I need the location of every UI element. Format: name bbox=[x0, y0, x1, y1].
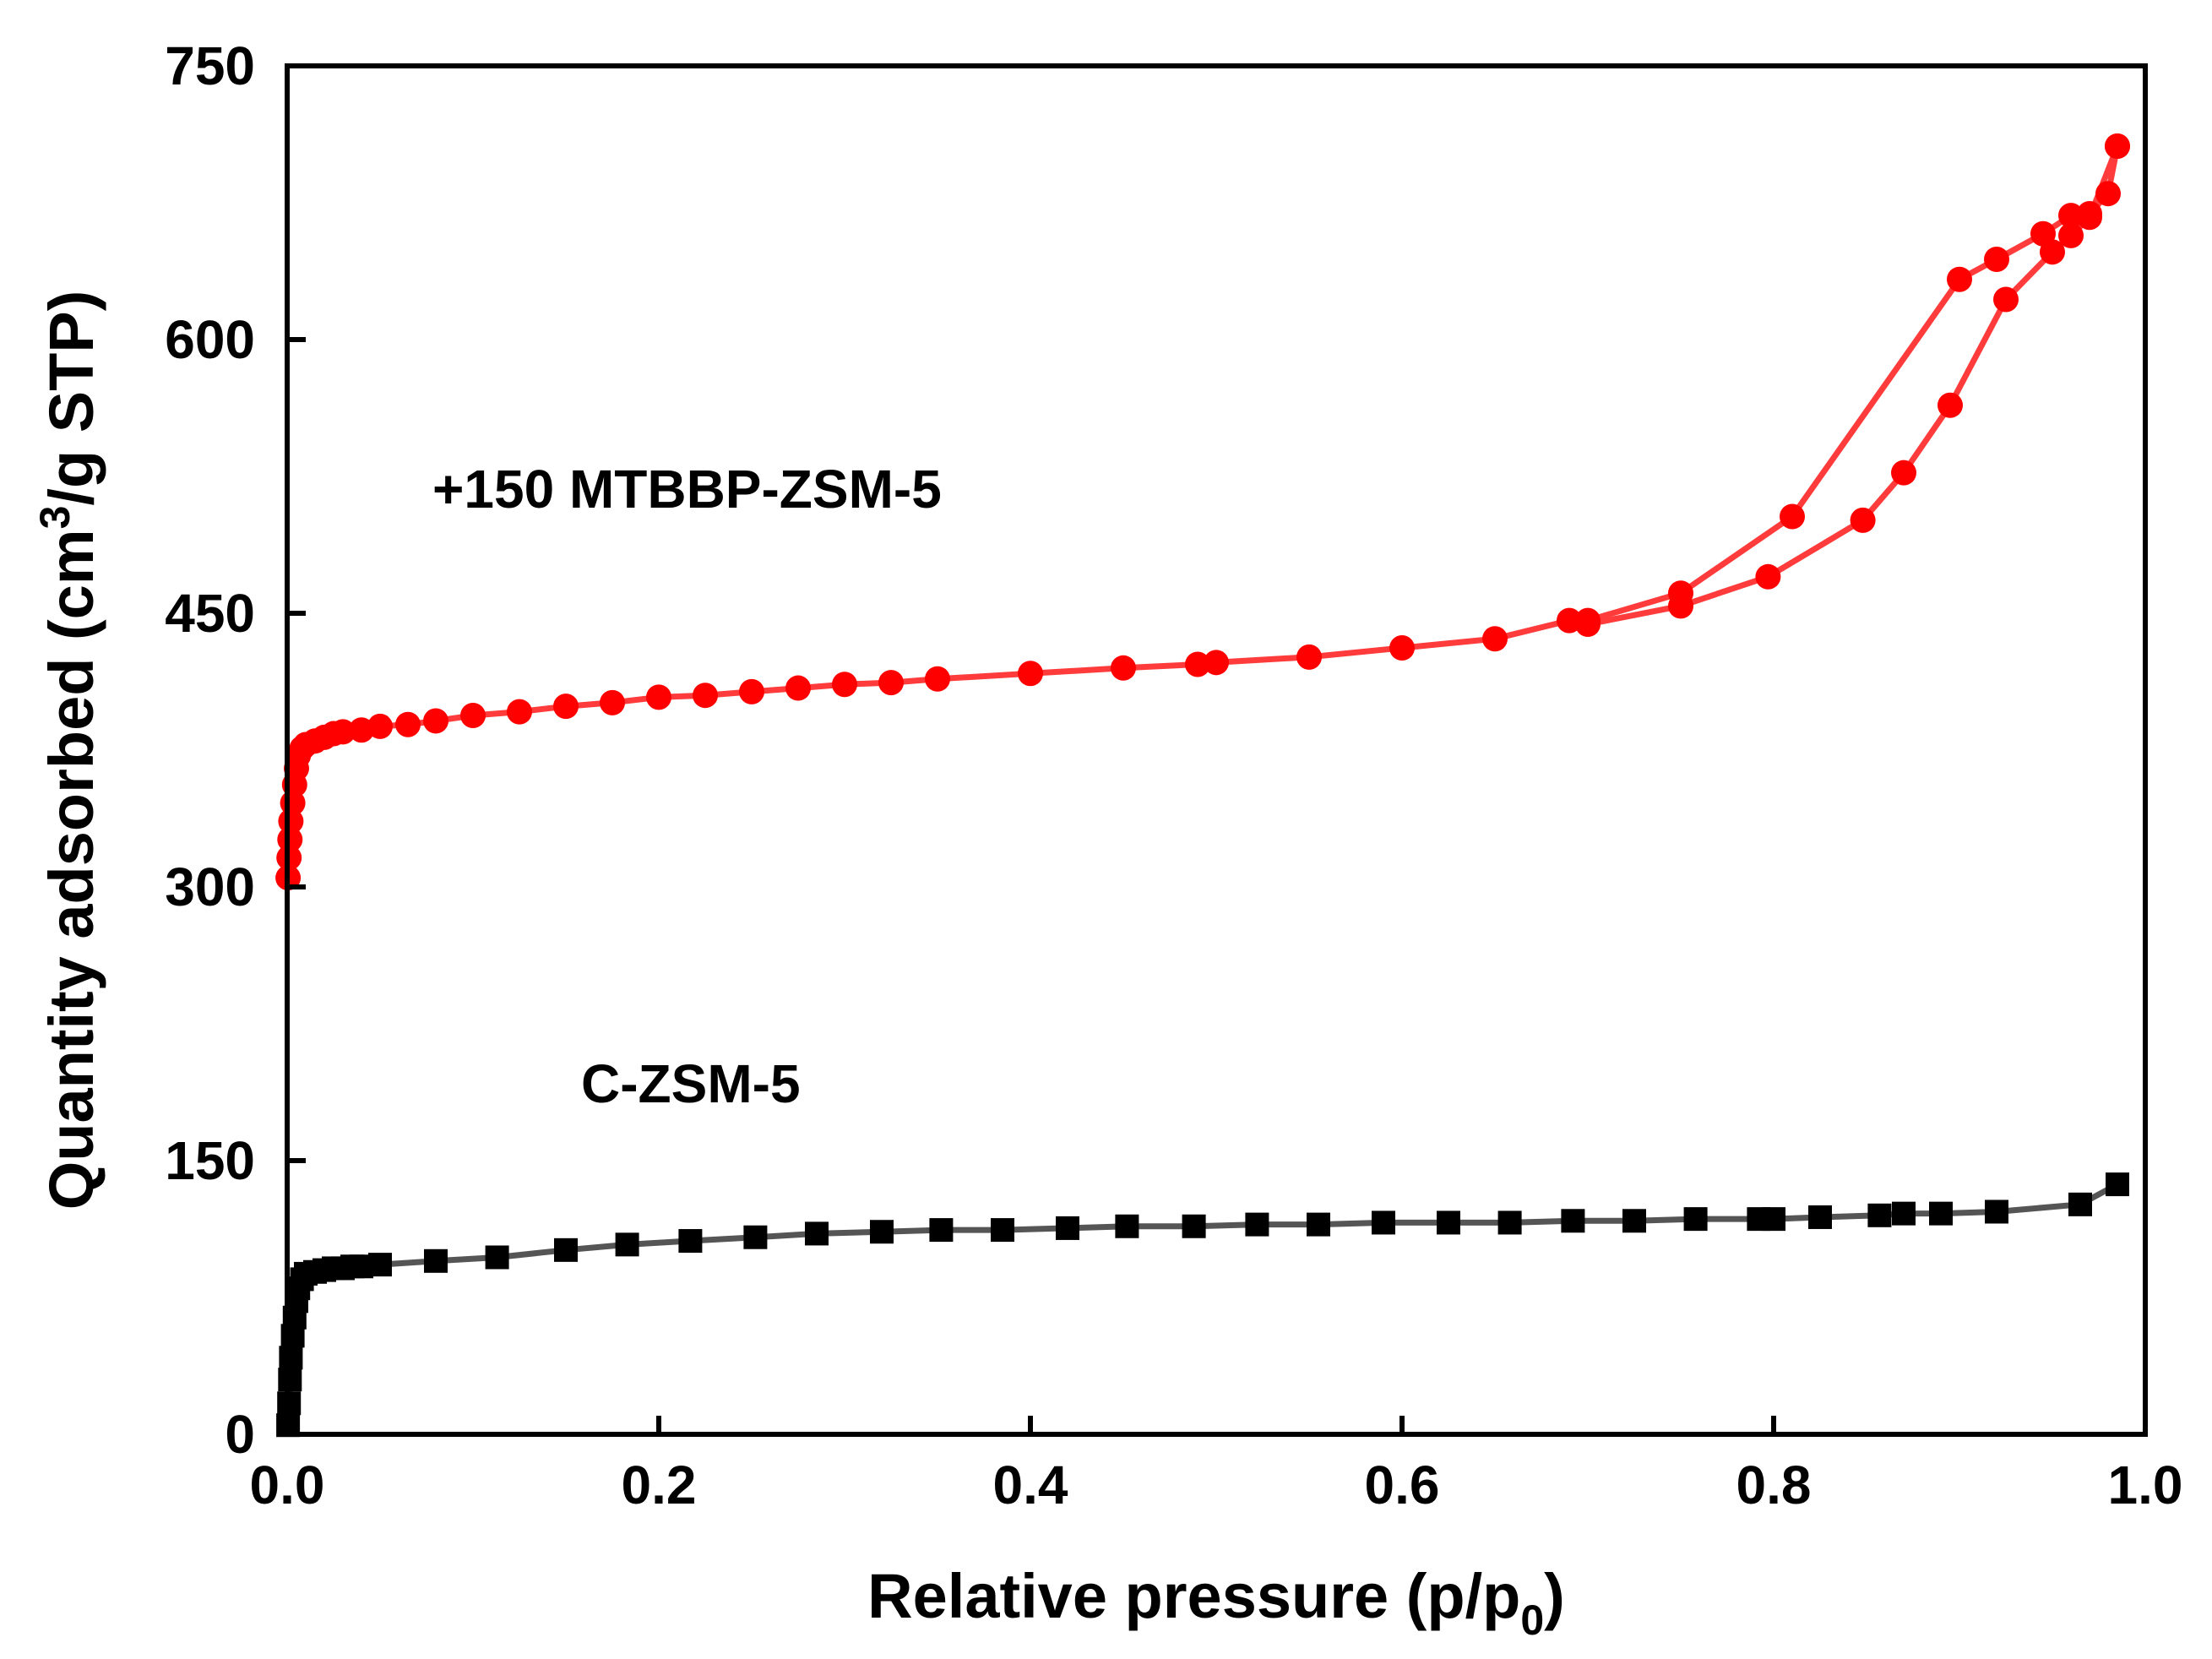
data-point bbox=[2106, 1172, 2129, 1197]
x-tick-label: 0.0 bbox=[250, 1455, 325, 1515]
data-point bbox=[615, 1232, 639, 1257]
data-point bbox=[485, 1245, 509, 1270]
data-point bbox=[1561, 1209, 1585, 1233]
y-tick-label: 150 bbox=[165, 1130, 255, 1191]
data-point bbox=[2095, 181, 2121, 207]
y-tick-label: 600 bbox=[165, 309, 255, 370]
x-tick-label: 1.0 bbox=[2108, 1455, 2183, 1515]
x-tick-label: 0.2 bbox=[622, 1455, 697, 1515]
data-point bbox=[368, 1253, 392, 1277]
data-point bbox=[1929, 1201, 1953, 1226]
data-point bbox=[2058, 203, 2084, 229]
data-point bbox=[423, 708, 448, 734]
data-point bbox=[1185, 651, 1210, 677]
axis-ticks: 0.0 0.2 0.4 0.6 0.8 1.0 0 150 300 450 600 750 bbox=[165, 35, 2182, 1515]
data-point bbox=[2077, 200, 2102, 226]
plot-area bbox=[275, 63, 2148, 1438]
data-point bbox=[1938, 392, 1963, 418]
data-point bbox=[507, 699, 532, 725]
data-point bbox=[743, 1225, 768, 1249]
data-point bbox=[1683, 1207, 1708, 1232]
data-point bbox=[1204, 650, 1229, 676]
data-point bbox=[1115, 1214, 1139, 1238]
data-point bbox=[1780, 503, 1805, 530]
series-2 bbox=[276, 1172, 2129, 1438]
data-point bbox=[1808, 1205, 1832, 1229]
data-point bbox=[1296, 644, 1322, 670]
data-point bbox=[1307, 1212, 1330, 1237]
data-point bbox=[925, 666, 950, 692]
data-point bbox=[878, 670, 904, 696]
data-point bbox=[693, 683, 718, 709]
data-point bbox=[1993, 286, 2019, 313]
y-tick-label: 0 bbox=[225, 1404, 255, 1465]
data-point bbox=[991, 1218, 1014, 1243]
data-point bbox=[2105, 133, 2130, 160]
data-point bbox=[1056, 1216, 1079, 1240]
data-point bbox=[277, 826, 303, 852]
plot-frame bbox=[285, 63, 2148, 1437]
data-point bbox=[330, 719, 356, 745]
data-point bbox=[2068, 1192, 2092, 1216]
data-point bbox=[678, 1229, 703, 1254]
data-point bbox=[1762, 1207, 1785, 1232]
data-point bbox=[553, 694, 579, 720]
data-point bbox=[600, 689, 625, 715]
data-point bbox=[870, 1220, 894, 1244]
data-point bbox=[1892, 1201, 1916, 1226]
data-point bbox=[424, 1248, 448, 1273]
data-point bbox=[2058, 222, 2084, 248]
data-point bbox=[1575, 607, 1601, 634]
data-point bbox=[1668, 580, 1693, 606]
data-point bbox=[785, 675, 811, 701]
data-point bbox=[1437, 1210, 1460, 1235]
x-tick-label: 0.6 bbox=[1365, 1455, 1440, 1515]
data-point bbox=[805, 1221, 829, 1246]
x-tick-label: 0.4 bbox=[993, 1455, 1068, 1515]
series-1 bbox=[1575, 133, 2130, 634]
data-point bbox=[1984, 246, 2009, 272]
data-point bbox=[1985, 1199, 2008, 1224]
data-point bbox=[278, 808, 304, 835]
data-point bbox=[1389, 635, 1415, 661]
data-point bbox=[1372, 1210, 1395, 1235]
data-point bbox=[1245, 1212, 1269, 1237]
x-tick-label: 0.8 bbox=[1736, 1455, 1812, 1515]
data-point bbox=[1018, 661, 1043, 687]
y-axis-label: Quantity adsorbed (cm3/g STP) bbox=[31, 291, 106, 1210]
y-tick-label: 750 bbox=[165, 35, 255, 96]
annotation-czsm: C-ZSM-5 bbox=[581, 1053, 801, 1114]
data-point bbox=[2030, 220, 2056, 247]
data-point bbox=[1867, 1203, 1892, 1227]
series-layer bbox=[275, 133, 2130, 1438]
data-point bbox=[646, 684, 671, 710]
y-tick-label: 300 bbox=[165, 857, 255, 917]
data-point bbox=[367, 713, 393, 739]
data-point bbox=[1111, 655, 1136, 681]
series-0 bbox=[275, 133, 2130, 891]
series-line bbox=[1587, 145, 2121, 623]
data-point bbox=[1497, 1210, 1522, 1235]
data-point bbox=[554, 1237, 578, 1262]
data-point bbox=[1182, 1214, 1206, 1238]
y-tick-label: 450 bbox=[165, 583, 255, 644]
data-point bbox=[1891, 460, 1916, 486]
data-point bbox=[739, 678, 764, 704]
data-point bbox=[832, 672, 857, 698]
annotation-mtbbp: +150 MTBBP-ZSM-5 bbox=[432, 459, 942, 519]
data-point bbox=[1482, 626, 1508, 652]
data-point bbox=[278, 1368, 302, 1392]
data-point bbox=[395, 711, 421, 737]
data-point bbox=[460, 702, 486, 728]
data-point bbox=[929, 1218, 954, 1243]
data-point bbox=[1755, 563, 1781, 590]
x-axis-label: Relative pressure (p/p0) bbox=[867, 1561, 1565, 1644]
data-point bbox=[1947, 266, 1972, 292]
data-point bbox=[279, 1346, 303, 1370]
data-point bbox=[1850, 507, 1876, 533]
data-point bbox=[1622, 1209, 1646, 1233]
